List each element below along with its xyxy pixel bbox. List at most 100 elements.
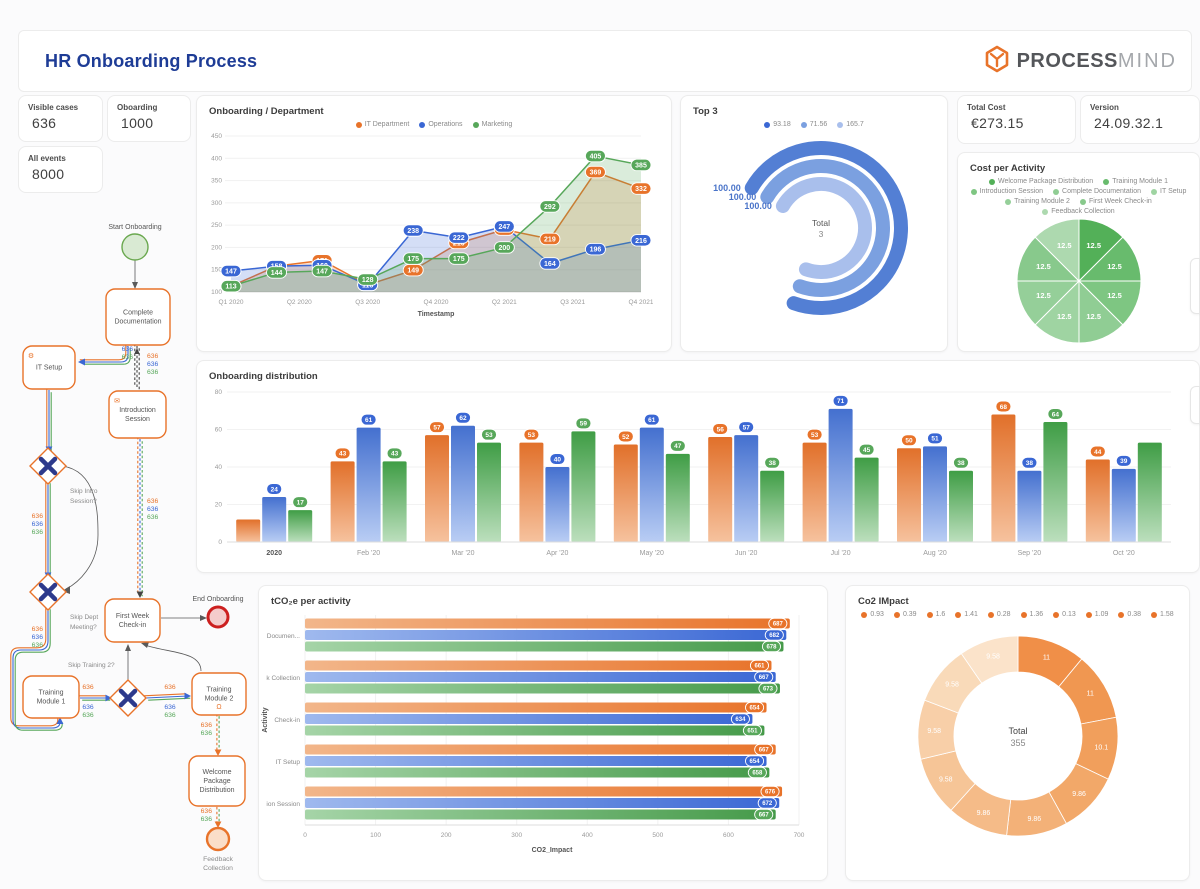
- line-chart-legend: IT Department Operations Marketing: [197, 117, 671, 128]
- legend-item[interactable]: 0.13: [1053, 611, 1076, 618]
- svg-text:667: 667: [759, 748, 770, 754]
- chart-title: Cost per Activity: [970, 163, 1046, 174]
- legend-dot-icon: [970, 188, 977, 195]
- svg-text:238: 238: [407, 228, 419, 235]
- legend-dot-icon: [1053, 611, 1060, 618]
- svg-text:150: 150: [211, 267, 222, 274]
- svg-text:Sep '20: Sep '20: [1018, 550, 1042, 557]
- svg-text:Documen...: Documen...: [267, 633, 300, 640]
- svg-text:38: 38: [1026, 460, 1034, 467]
- svg-text:100.00: 100.00: [729, 192, 757, 202]
- radial-chart-canvas[interactable]: 100.00 100.00 100.00 Total 3: [681, 128, 947, 328]
- legend-item[interactable]: Training Module 2: [1005, 198, 1070, 205]
- svg-text:200: 200: [498, 245, 510, 252]
- legend-item[interactable]: Training Module 1: [1103, 178, 1168, 185]
- svg-text:Activity: Activity: [262, 707, 269, 732]
- legend-item[interactable]: 1.41: [955, 611, 978, 618]
- svg-text:Jun '20: Jun '20: [735, 550, 757, 557]
- flow-node-it-setup[interactable]: IT Setup⚙: [22, 345, 76, 390]
- svg-text:128: 128: [362, 277, 374, 284]
- pie-chart-canvas[interactable]: 12.5 12.5 12.5 12.5 12.5 12.5 12.5 12.5: [958, 215, 1199, 352]
- svg-text:Documentation: Documentation: [114, 319, 161, 326]
- flow-node-gw-skip-intro[interactable]: Skip Intro Session?: [29, 447, 98, 505]
- flow-node-gw-skip-dept[interactable]: Skip Dept Meeting?: [29, 573, 98, 631]
- svg-text:175: 175: [453, 256, 465, 263]
- svg-text:113: 113: [225, 284, 236, 291]
- bar-chart-canvas[interactable]: 0 20 40 60 80 24 17 2020 43 61 43 Feb '20 57 62 53 Mar …: [197, 382, 1199, 577]
- legend-item[interactable]: 1.36: [1020, 611, 1043, 618]
- cutoff-panel-2: [1190, 386, 1200, 424]
- svg-text:369: 369: [590, 170, 602, 177]
- flow-node-gw-skip-training[interactable]: Skip Training 2?: [68, 662, 147, 717]
- svg-text:636: 636: [32, 634, 44, 641]
- flow-node-training-module-2[interactable]: Training Module 2Ω: [191, 672, 247, 716]
- process-flow-diagram[interactable]: 636 636 636 636 636 636 636 636 636 636 636 636 636 6…: [0, 215, 270, 889]
- legend-item[interactable]: 0.28: [987, 611, 1011, 618]
- svg-text:636: 636: [201, 816, 213, 823]
- legend-dot-icon: [955, 611, 962, 618]
- legend-dot-icon: [355, 121, 362, 128]
- legend-dot-icon: [1103, 178, 1110, 185]
- legend-item[interactable]: 165.7: [837, 121, 864, 128]
- legend-item[interactable]: IT Department: [355, 121, 409, 128]
- svg-text:Collection: Collection: [203, 865, 233, 872]
- flow-node-complete-documentation[interactable]: Complete Documentation: [105, 288, 171, 346]
- legend-item[interactable]: 0.39: [893, 611, 917, 618]
- legend-item[interactable]: 1.6: [926, 611, 945, 618]
- hbar-chart-canvas[interactable]: 0 100 200 300 400 500 600 700 687 682 678 Documen..…: [259, 607, 827, 874]
- legend-item[interactable]: First Week Check-in: [1079, 198, 1152, 205]
- mail-icon: ✉: [114, 398, 120, 405]
- svg-text:44: 44: [1094, 449, 1102, 456]
- legend-item[interactable]: Complete Documentation: [1053, 188, 1141, 195]
- legend-item[interactable]: 71.56: [800, 121, 827, 128]
- legend-item[interactable]: IT Setup: [1151, 188, 1186, 195]
- legend-item[interactable]: Operations: [419, 121, 463, 128]
- legend-item[interactable]: Feedback Collection: [1042, 208, 1115, 215]
- svg-text:405: 405: [590, 154, 602, 161]
- legend-item[interactable]: Welcome Package Distribution: [989, 178, 1093, 185]
- bell-icon: Ω: [216, 704, 221, 711]
- flow-node-end[interactable]: End Onboarding: [193, 596, 244, 629]
- legend-item[interactable]: 0.93: [861, 611, 884, 618]
- svg-text:400: 400: [582, 832, 593, 839]
- svg-text:634: 634: [735, 717, 746, 723]
- flow-node-first-week-check-in[interactable]: First Week Check-in: [104, 598, 161, 643]
- line-chart-canvas[interactable]: 450 400 350 300 250 200 150 100 Q1 2020 Q2 2020 Q3…: [197, 128, 671, 335]
- legend-dot-icon: [926, 611, 933, 618]
- flow-node-feedback-collection[interactable]: Feedback Collection: [203, 826, 234, 872]
- legend-item[interactable]: 1.09: [1085, 611, 1108, 618]
- svg-text:Mar '20: Mar '20: [451, 550, 474, 557]
- svg-text:500: 500: [652, 832, 663, 839]
- svg-text:600: 600: [723, 832, 734, 839]
- svg-text:k Collection: k Collection: [266, 675, 300, 682]
- svg-text:61: 61: [365, 417, 373, 424]
- legend-item[interactable]: 0.38: [1118, 611, 1141, 618]
- svg-text:636: 636: [147, 514, 159, 521]
- flow-node-start[interactable]: Start Onboarding: [108, 224, 162, 261]
- svg-text:Skip Training 2?: Skip Training 2?: [68, 662, 115, 669]
- flow-node-training-module-1[interactable]: Training Module 1: [22, 675, 80, 719]
- svg-text:Timestamp: Timestamp: [418, 311, 455, 318]
- kpi-label: Total Cost: [967, 103, 1006, 112]
- flow-node-welcome-package[interactable]: Welcome Package Distribution: [188, 755, 246, 807]
- svg-text:Jul '20: Jul '20: [831, 550, 851, 557]
- svg-text:45: 45: [863, 447, 871, 454]
- legend-dot-icon: [1053, 188, 1060, 195]
- legend-item[interactable]: 93.18: [764, 121, 791, 128]
- svg-text:0: 0: [303, 832, 307, 839]
- legend-item[interactable]: Introduction Session: [970, 188, 1043, 195]
- svg-text:Q3 2021: Q3 2021: [560, 299, 585, 306]
- svg-text:43: 43: [339, 451, 347, 458]
- svg-text:Session: Session: [125, 416, 150, 423]
- legend-item[interactable]: Marketing: [472, 121, 512, 128]
- svg-text:57: 57: [743, 424, 751, 431]
- legend-item[interactable]: 1.58: [1151, 611, 1174, 618]
- legend-dot-icon: [472, 121, 479, 128]
- svg-text:700: 700: [794, 832, 805, 839]
- donut-chart-canvas[interactable]: 11 11 10.1 9.86 9.86 9.86 9.58 9.58 9.58 9.58 Tota…: [846, 618, 1189, 863]
- header: HR Onboarding Process PROCESSMIND: [18, 30, 1192, 92]
- kpi-value: €273.15: [971, 115, 1024, 131]
- flow-node-introduction-session[interactable]: Introduction Session ✉: [108, 390, 167, 439]
- svg-text:9.58: 9.58: [986, 653, 1000, 660]
- svg-text:636: 636: [201, 808, 213, 815]
